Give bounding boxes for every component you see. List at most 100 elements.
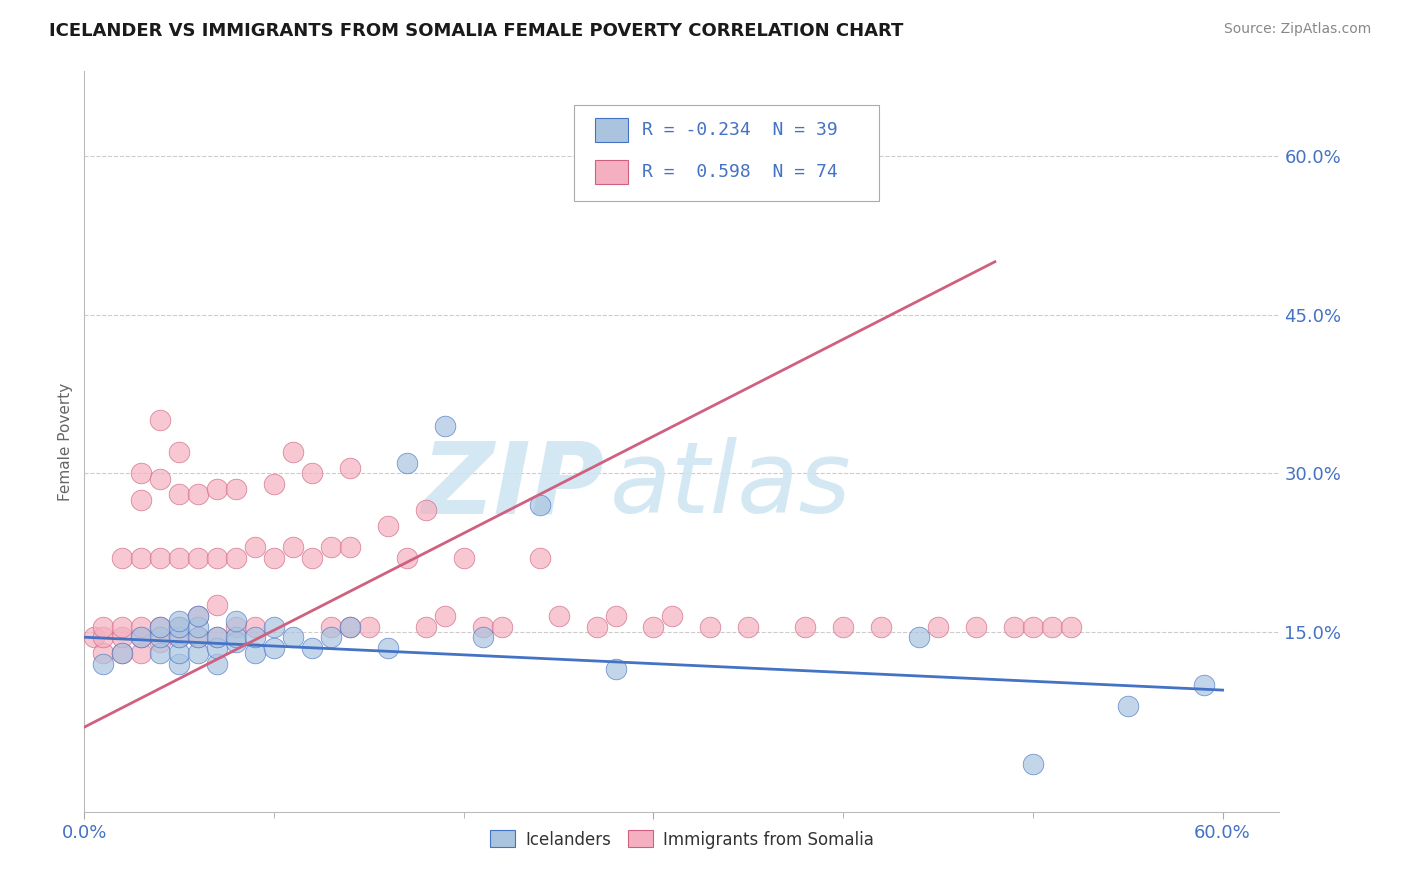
FancyBboxPatch shape [595, 161, 628, 184]
Point [205, 630, 228, 644]
Point [149, 619, 172, 633]
Point [205, 657, 228, 671]
Point [167, 619, 190, 633]
Point [281, 445, 304, 459]
Point [129, 619, 152, 633]
Point [965, 619, 987, 633]
Point [319, 619, 342, 633]
Point [339, 461, 361, 475]
Point [263, 550, 285, 565]
Point [167, 630, 190, 644]
Text: R = -0.234  N = 39: R = -0.234 N = 39 [643, 121, 838, 139]
Point [927, 619, 949, 633]
Point [149, 630, 172, 644]
Point [205, 482, 228, 496]
Point [908, 630, 931, 644]
Point [149, 635, 172, 649]
Point [187, 630, 209, 644]
Point [339, 541, 361, 555]
Point [243, 630, 266, 644]
Point [1022, 757, 1045, 772]
Point [91, 646, 114, 660]
Point [395, 456, 418, 470]
Point [377, 640, 399, 655]
Point [471, 630, 494, 644]
Point [547, 609, 569, 624]
Point [187, 609, 209, 624]
Point [167, 487, 190, 501]
Point [699, 619, 721, 633]
Point [129, 646, 152, 660]
Point [149, 646, 172, 660]
Point [187, 619, 209, 633]
Point [605, 662, 627, 676]
Point [225, 615, 247, 629]
Point [149, 413, 172, 427]
Point [243, 619, 266, 633]
Point [187, 630, 209, 644]
Point [167, 615, 190, 629]
Point [187, 550, 209, 565]
Point [415, 503, 437, 517]
Point [433, 609, 456, 624]
Point [661, 609, 683, 624]
Point [529, 498, 551, 512]
Point [225, 635, 247, 649]
Point [491, 619, 513, 633]
Point [1022, 619, 1045, 633]
Point [281, 541, 304, 555]
Point [1060, 619, 1083, 633]
Point [149, 472, 172, 486]
Point [167, 630, 190, 644]
Point [111, 646, 134, 660]
Point [149, 550, 172, 565]
Text: R =  0.598  N = 74: R = 0.598 N = 74 [643, 163, 838, 181]
Point [91, 619, 114, 633]
Text: Source: ZipAtlas.com: Source: ZipAtlas.com [1223, 22, 1371, 37]
Point [205, 640, 228, 655]
Point [111, 550, 134, 565]
Point [301, 640, 323, 655]
Point [129, 467, 152, 481]
Point [301, 550, 323, 565]
Point [832, 619, 855, 633]
Point [529, 550, 551, 565]
Point [339, 619, 361, 633]
Point [129, 492, 152, 507]
Point [91, 657, 114, 671]
Point [870, 619, 893, 633]
Point [415, 619, 437, 633]
Point [129, 550, 152, 565]
Point [129, 630, 152, 644]
Text: ZIP: ZIP [422, 437, 605, 534]
Point [167, 646, 190, 660]
Text: atlas: atlas [610, 437, 852, 534]
Point [1192, 678, 1215, 692]
Point [1002, 619, 1025, 633]
Point [205, 630, 228, 644]
Point [243, 646, 266, 660]
Point [187, 487, 209, 501]
Point [129, 630, 152, 644]
Point [205, 599, 228, 613]
Point [643, 619, 665, 633]
Point [263, 476, 285, 491]
Point [281, 630, 304, 644]
Point [167, 619, 190, 633]
Point [433, 418, 456, 433]
Point [167, 445, 190, 459]
Point [319, 541, 342, 555]
Point [83, 630, 105, 644]
Point [149, 619, 172, 633]
Point [91, 630, 114, 644]
Point [243, 541, 266, 555]
Point [111, 619, 134, 633]
Point [453, 550, 475, 565]
Point [794, 619, 817, 633]
Point [167, 550, 190, 565]
Point [187, 609, 209, 624]
Point [471, 619, 494, 633]
Point [263, 619, 285, 633]
Point [339, 619, 361, 633]
Point [737, 619, 759, 633]
